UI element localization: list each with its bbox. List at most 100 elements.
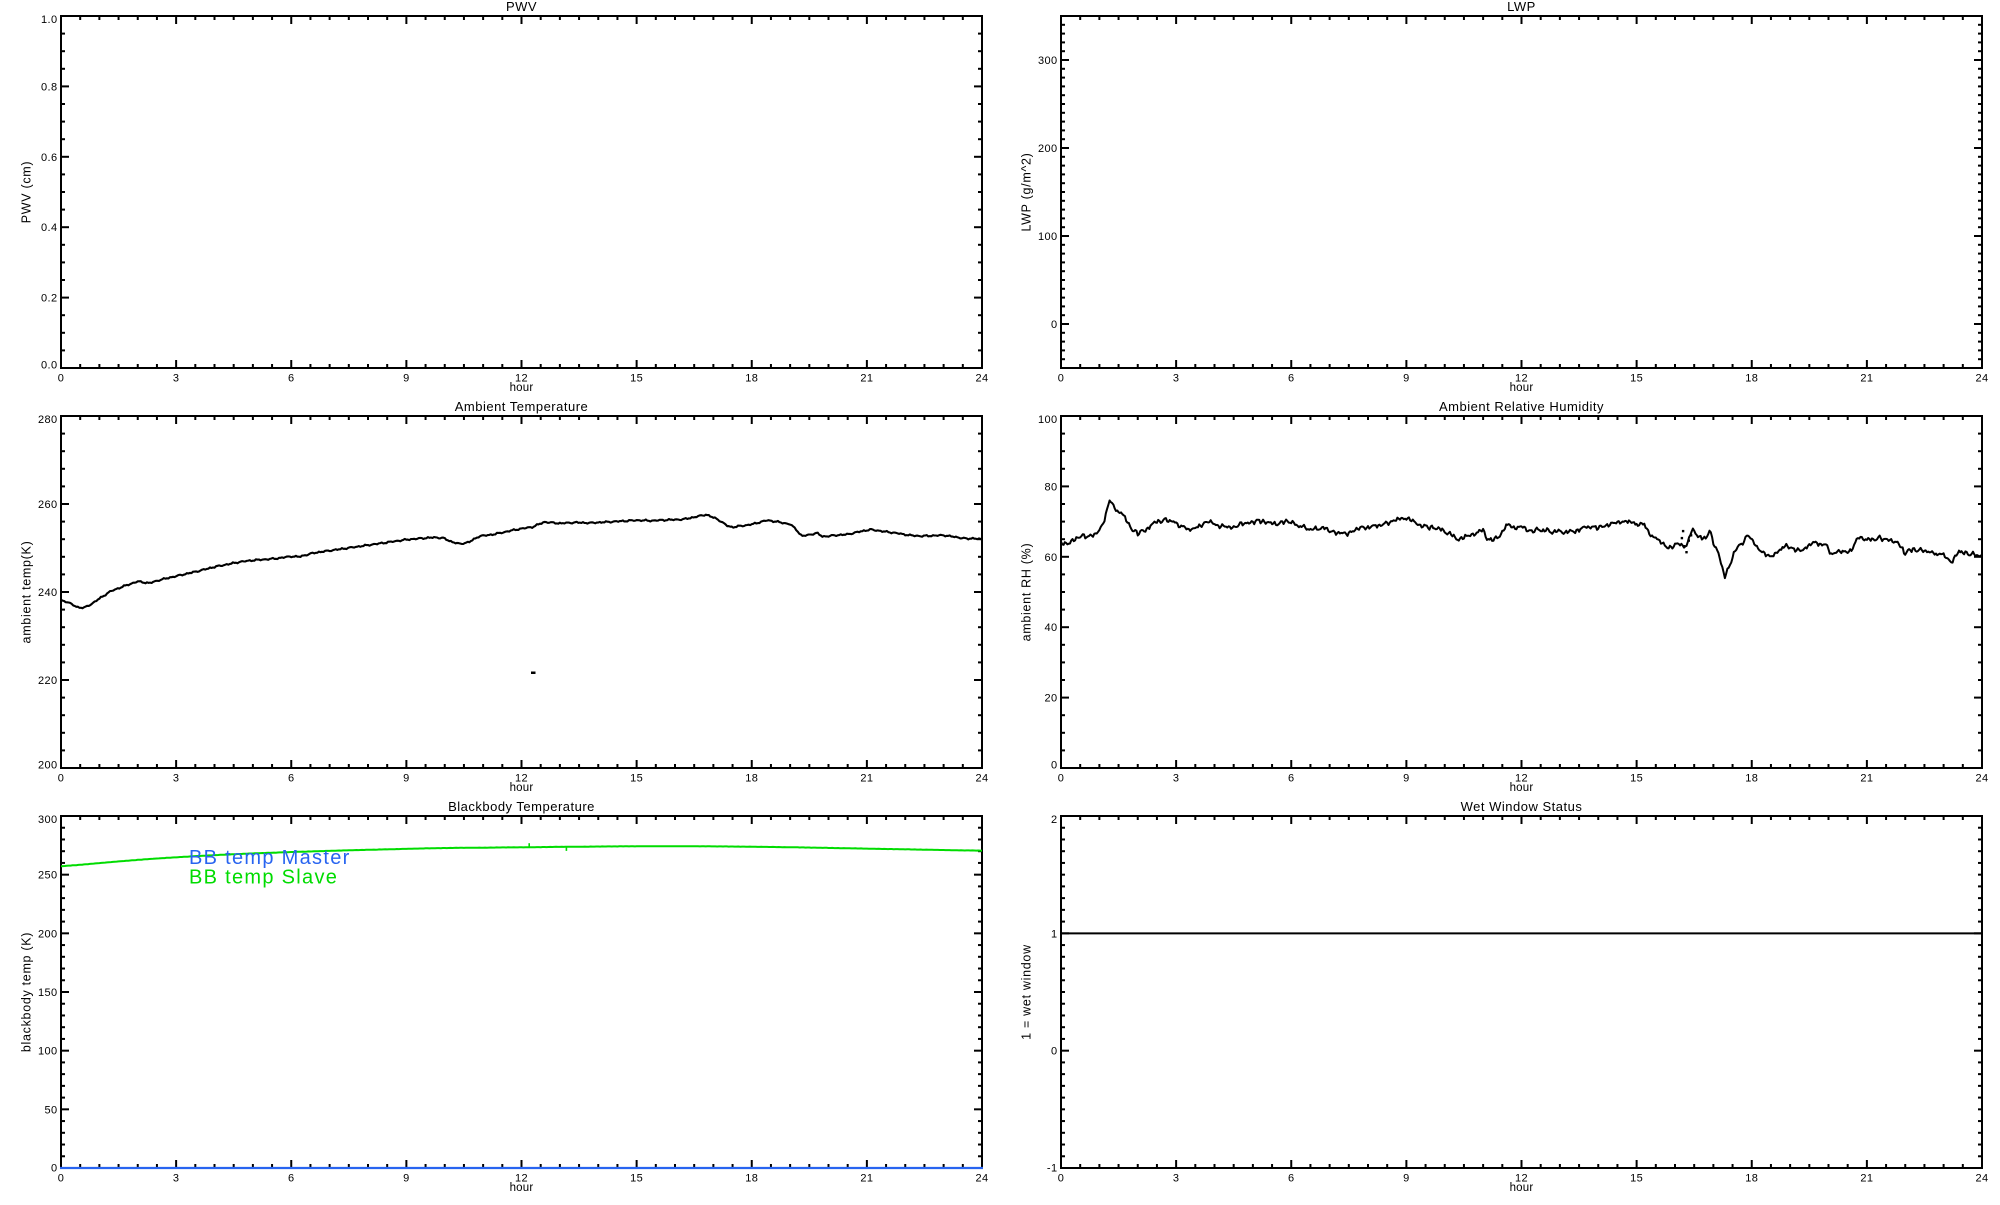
svg-text:6: 6 bbox=[288, 1173, 295, 1185]
svg-text:24: 24 bbox=[1975, 773, 1988, 785]
svg-text:6: 6 bbox=[288, 773, 295, 785]
svg-text:12: 12 bbox=[1515, 773, 1528, 785]
svg-text:PWV (cm): PWV (cm) bbox=[20, 161, 34, 224]
svg-text:Ambient Temperature: Ambient Temperature bbox=[455, 399, 589, 414]
svg-text:15: 15 bbox=[1630, 373, 1643, 385]
svg-text:100: 100 bbox=[1038, 414, 1058, 426]
svg-text:blackbody temp (K): blackbody temp (K) bbox=[20, 932, 34, 1052]
svg-text:2: 2 bbox=[1051, 814, 1058, 826]
svg-text:0: 0 bbox=[51, 1163, 58, 1175]
svg-text:15: 15 bbox=[630, 773, 643, 785]
svg-text:0: 0 bbox=[1051, 1046, 1058, 1058]
svg-text:300: 300 bbox=[1038, 55, 1058, 67]
svg-text:260: 260 bbox=[38, 499, 58, 511]
svg-text:hour: hour bbox=[1510, 1182, 1534, 1194]
svg-text:12: 12 bbox=[515, 373, 528, 385]
svg-text:20: 20 bbox=[1044, 693, 1057, 705]
svg-text:0: 0 bbox=[1051, 760, 1058, 772]
svg-text:200: 200 bbox=[38, 928, 58, 940]
svg-text:18: 18 bbox=[1745, 773, 1758, 785]
svg-text:ambient temp(K): ambient temp(K) bbox=[20, 541, 34, 644]
svg-text:300: 300 bbox=[38, 814, 58, 826]
svg-text:Blackbody Temperature: Blackbody Temperature bbox=[448, 799, 595, 814]
svg-text:12: 12 bbox=[1515, 373, 1528, 385]
svg-text:21: 21 bbox=[1860, 373, 1873, 385]
svg-text:24: 24 bbox=[1975, 1173, 1988, 1185]
svg-text:1.0: 1.0 bbox=[41, 14, 58, 26]
svg-text:24: 24 bbox=[975, 773, 988, 785]
svg-text:LWP (g/m^2): LWP (g/m^2) bbox=[1020, 152, 1034, 231]
svg-text:3: 3 bbox=[173, 1173, 180, 1185]
svg-text:hour: hour bbox=[510, 1182, 534, 1194]
svg-text:15: 15 bbox=[630, 373, 643, 385]
svg-text:6: 6 bbox=[1288, 1173, 1295, 1185]
svg-text:hour: hour bbox=[510, 782, 534, 794]
svg-text:9: 9 bbox=[1403, 773, 1410, 785]
svg-text:24: 24 bbox=[975, 1173, 988, 1185]
svg-text:9: 9 bbox=[403, 773, 410, 785]
svg-text:21: 21 bbox=[1860, 1173, 1873, 1185]
svg-text:6: 6 bbox=[1288, 773, 1295, 785]
svg-text:0: 0 bbox=[1058, 373, 1065, 385]
svg-text:24: 24 bbox=[975, 373, 988, 385]
svg-text:280: 280 bbox=[38, 414, 58, 426]
svg-text:9: 9 bbox=[1403, 1173, 1410, 1185]
svg-text:9: 9 bbox=[403, 1173, 410, 1185]
svg-text:0: 0 bbox=[58, 373, 65, 385]
svg-text:3: 3 bbox=[1173, 1173, 1180, 1185]
svg-text:12: 12 bbox=[515, 773, 528, 785]
svg-text:15: 15 bbox=[630, 1173, 643, 1185]
svg-text:21: 21 bbox=[1860, 773, 1873, 785]
svg-text:250: 250 bbox=[38, 870, 58, 882]
svg-text:240: 240 bbox=[38, 587, 58, 599]
svg-text:0: 0 bbox=[1058, 773, 1065, 785]
svg-text:18: 18 bbox=[1745, 1173, 1758, 1185]
svg-text:hour: hour bbox=[510, 382, 534, 394]
svg-text:3: 3 bbox=[173, 773, 180, 785]
svg-text:18: 18 bbox=[745, 373, 758, 385]
svg-text:18: 18 bbox=[745, 1173, 758, 1185]
svg-text:BB temp Slave: BB temp Slave bbox=[189, 867, 338, 889]
svg-text:0: 0 bbox=[58, 1173, 65, 1185]
svg-text:ambient RH (%): ambient RH (%) bbox=[1020, 543, 1034, 642]
svg-text:0: 0 bbox=[1058, 1173, 1065, 1185]
svg-text:0.8: 0.8 bbox=[41, 81, 58, 93]
svg-text:100: 100 bbox=[38, 1046, 58, 1058]
svg-text:1 = wet window: 1 = wet window bbox=[1020, 944, 1034, 1040]
svg-text:220: 220 bbox=[38, 675, 58, 687]
svg-text:9: 9 bbox=[1403, 373, 1410, 385]
svg-text:200: 200 bbox=[1038, 143, 1058, 155]
svg-text:Wet Window Status: Wet Window Status bbox=[1461, 799, 1583, 814]
svg-text:60: 60 bbox=[1044, 552, 1057, 564]
svg-text:12: 12 bbox=[515, 1173, 528, 1185]
svg-text:15: 15 bbox=[1630, 1173, 1643, 1185]
svg-text:21: 21 bbox=[860, 1173, 873, 1185]
svg-text:-1: -1 bbox=[1047, 1163, 1058, 1175]
svg-text:50: 50 bbox=[44, 1104, 57, 1116]
svg-text:21: 21 bbox=[860, 373, 873, 385]
svg-text:0.4: 0.4 bbox=[41, 222, 58, 234]
svg-text:40: 40 bbox=[1044, 622, 1057, 634]
svg-text:9: 9 bbox=[403, 373, 410, 385]
svg-text:80: 80 bbox=[1044, 481, 1057, 493]
svg-text:0.6: 0.6 bbox=[41, 152, 58, 164]
svg-text:100: 100 bbox=[1038, 231, 1058, 243]
svg-text:LWP: LWP bbox=[1507, 0, 1536, 14]
svg-text:6: 6 bbox=[1288, 373, 1295, 385]
svg-text:1: 1 bbox=[1051, 928, 1058, 940]
svg-text:150: 150 bbox=[38, 987, 58, 999]
svg-text:21: 21 bbox=[860, 773, 873, 785]
svg-text:24: 24 bbox=[1975, 373, 1988, 385]
svg-text:PWV: PWV bbox=[506, 0, 537, 14]
svg-text:hour: hour bbox=[1510, 382, 1534, 394]
svg-text:BB temp Master: BB temp Master bbox=[189, 847, 351, 869]
svg-text:0.0: 0.0 bbox=[41, 360, 58, 372]
svg-text:3: 3 bbox=[1173, 373, 1180, 385]
svg-text:Ambient Relative Humidity: Ambient Relative Humidity bbox=[1439, 399, 1604, 414]
svg-text:3: 3 bbox=[173, 373, 180, 385]
svg-text:3: 3 bbox=[1173, 773, 1180, 785]
svg-text:18: 18 bbox=[745, 773, 758, 785]
svg-text:6: 6 bbox=[288, 373, 295, 385]
svg-text:200: 200 bbox=[38, 760, 58, 772]
svg-text:12: 12 bbox=[1515, 1173, 1528, 1185]
